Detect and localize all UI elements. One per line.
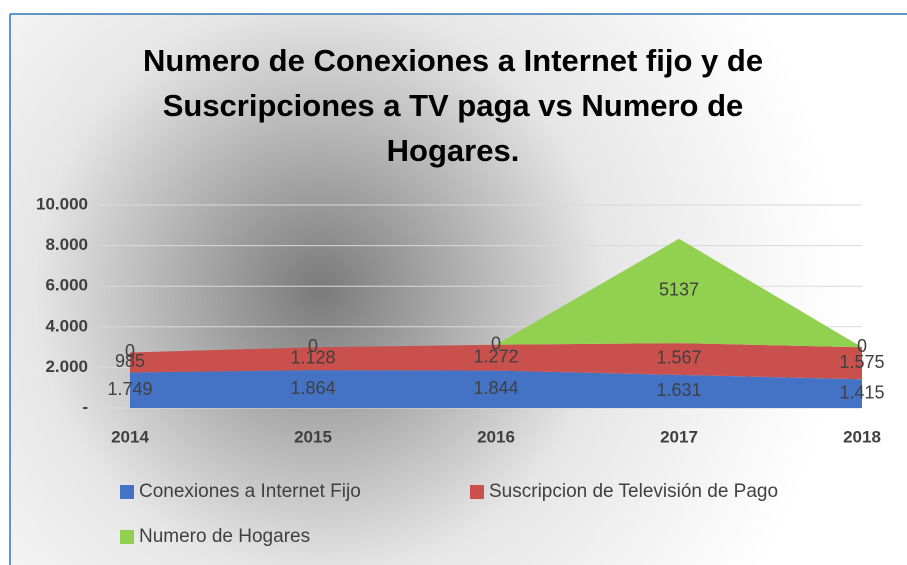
data-label: 1.272 — [473, 346, 518, 366]
data-label: 1.128 — [290, 347, 335, 367]
data-label: 1.864 — [290, 378, 335, 398]
data-label: 1.567 — [656, 348, 701, 368]
data-label: 0 — [857, 336, 867, 356]
y-tick-label: 2.000 — [45, 357, 88, 376]
legend-label: Suscripcion de Televisión de Pago — [489, 481, 778, 502]
x-tick-label: 2017 — [660, 427, 698, 446]
chart-title: Numero de Conexiones a Internet fijo y d… — [142, 43, 764, 168]
legend-label: Conexiones a Internet Fijo — [139, 481, 361, 502]
x-tick-label: 2016 — [477, 427, 515, 446]
area — [130, 238, 862, 353]
data-label: 0 — [491, 333, 501, 353]
area — [130, 343, 862, 380]
y-tick-label: 10.000 — [36, 194, 88, 213]
x-tick-label: 2014 — [111, 427, 149, 446]
legend-swatch — [120, 530, 134, 544]
data-label: 1.844 — [473, 378, 518, 398]
data-label: 1.631 — [656, 380, 701, 400]
y-tick-label: 4.000 — [45, 316, 88, 335]
y-tick-label: 6.000 — [45, 276, 88, 295]
y-tick-label: - — [82, 397, 88, 416]
x-tick-label: 2015 — [294, 427, 332, 446]
legend-label: Numero de Hogares — [139, 526, 310, 547]
x-tick-label: 2018 — [843, 427, 881, 446]
data-label: 0 — [125, 341, 135, 361]
data-label: 1.415 — [839, 382, 884, 402]
data-label: 5137 — [659, 280, 699, 300]
y-tick-label: 8.000 — [45, 235, 88, 254]
data-label: 1.575 — [839, 352, 884, 372]
legend-swatch — [470, 485, 484, 499]
data-label: 1.749 — [107, 379, 152, 399]
data-label: 0 — [308, 336, 318, 356]
area — [130, 370, 862, 408]
legend-swatch — [120, 485, 134, 499]
data-label: 985 — [115, 351, 145, 371]
